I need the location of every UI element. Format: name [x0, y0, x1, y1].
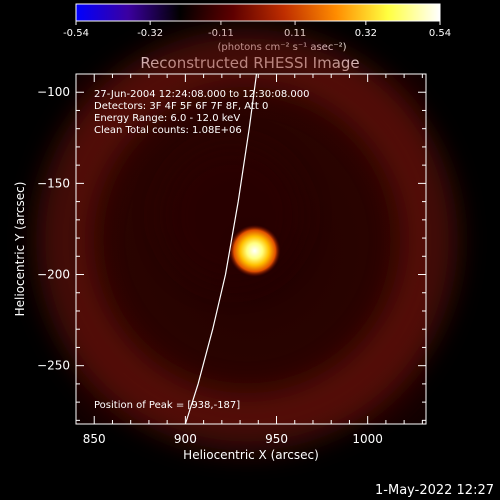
detectors-text: Detectors: 3F 4F 5F 6F 7F 8F, Att 0 [94, 101, 268, 112]
solar-limb-line [184, 73, 258, 425]
peak-position-text: Position of Peak = [938,-187] [94, 400, 240, 411]
inner-dark-region [162, 145, 302, 285]
axis-ticks [75, 73, 426, 424]
emission-ring [36, 29, 458, 451]
x-axis-label: Heliocentric X (arcsec) [183, 448, 319, 462]
peak-source [228, 224, 281, 277]
x-tick-label: 1000 [352, 432, 383, 446]
y-axis-label: Heliocentric Y (arcsec) [13, 182, 27, 317]
y-tick-label: −200 [37, 268, 70, 282]
plot-area [36, 29, 458, 451]
colorbar [75, 3, 441, 22]
x-tick-labels: 850 900 950 1000 [83, 432, 383, 446]
colorbar-tick-label: 0.32 [355, 28, 377, 39]
colorbar-tick-label: -0.54 [63, 28, 89, 39]
y-tick-label: −150 [37, 176, 70, 190]
x-tick-label: 850 [83, 432, 106, 446]
y-tick-labels: −100 −150 −200 −250 [37, 85, 70, 372]
colorbar-tick-label: 0.54 [429, 28, 451, 39]
footer-date: 1-May-2022 12:27 [375, 483, 494, 498]
y-tick-label: −250 [37, 359, 70, 373]
x-tick-label: 950 [265, 432, 288, 446]
x-tick-label: 900 [174, 432, 197, 446]
colorbar-tick-label: -0.32 [137, 28, 163, 39]
y-tick-label: −100 [37, 85, 70, 99]
energy-range-text: Energy Range: 6.0 - 12.0 keV [94, 113, 240, 124]
colorbar-tick-label: 0.11 [284, 28, 306, 39]
clean-counts-text: Clean Total counts: 1.08E+06 [94, 125, 242, 136]
time-range-text: 27-Jun-2004 12:24:08.000 to 12:30:08.000 [94, 89, 310, 100]
